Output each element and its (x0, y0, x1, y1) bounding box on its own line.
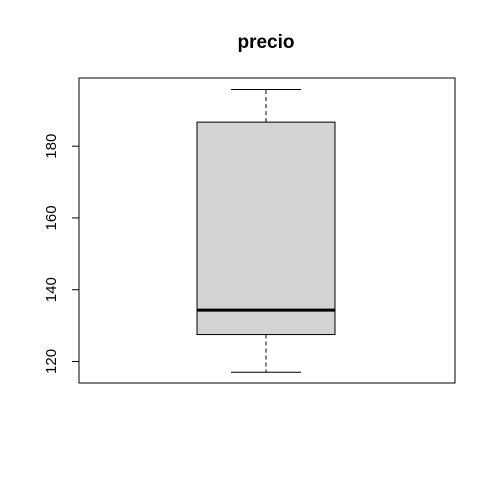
y-tick-label-160: 160 (43, 205, 60, 230)
box-group (196, 88, 336, 373)
y-tick-label-140: 140 (43, 277, 60, 302)
y-tick-label-180: 180 (43, 134, 60, 159)
iqr-box (196, 121, 336, 336)
y-tick-label-120: 120 (43, 349, 60, 374)
y-axis: 120 140 160 180 (43, 134, 80, 374)
chart-title: precio (237, 32, 294, 53)
